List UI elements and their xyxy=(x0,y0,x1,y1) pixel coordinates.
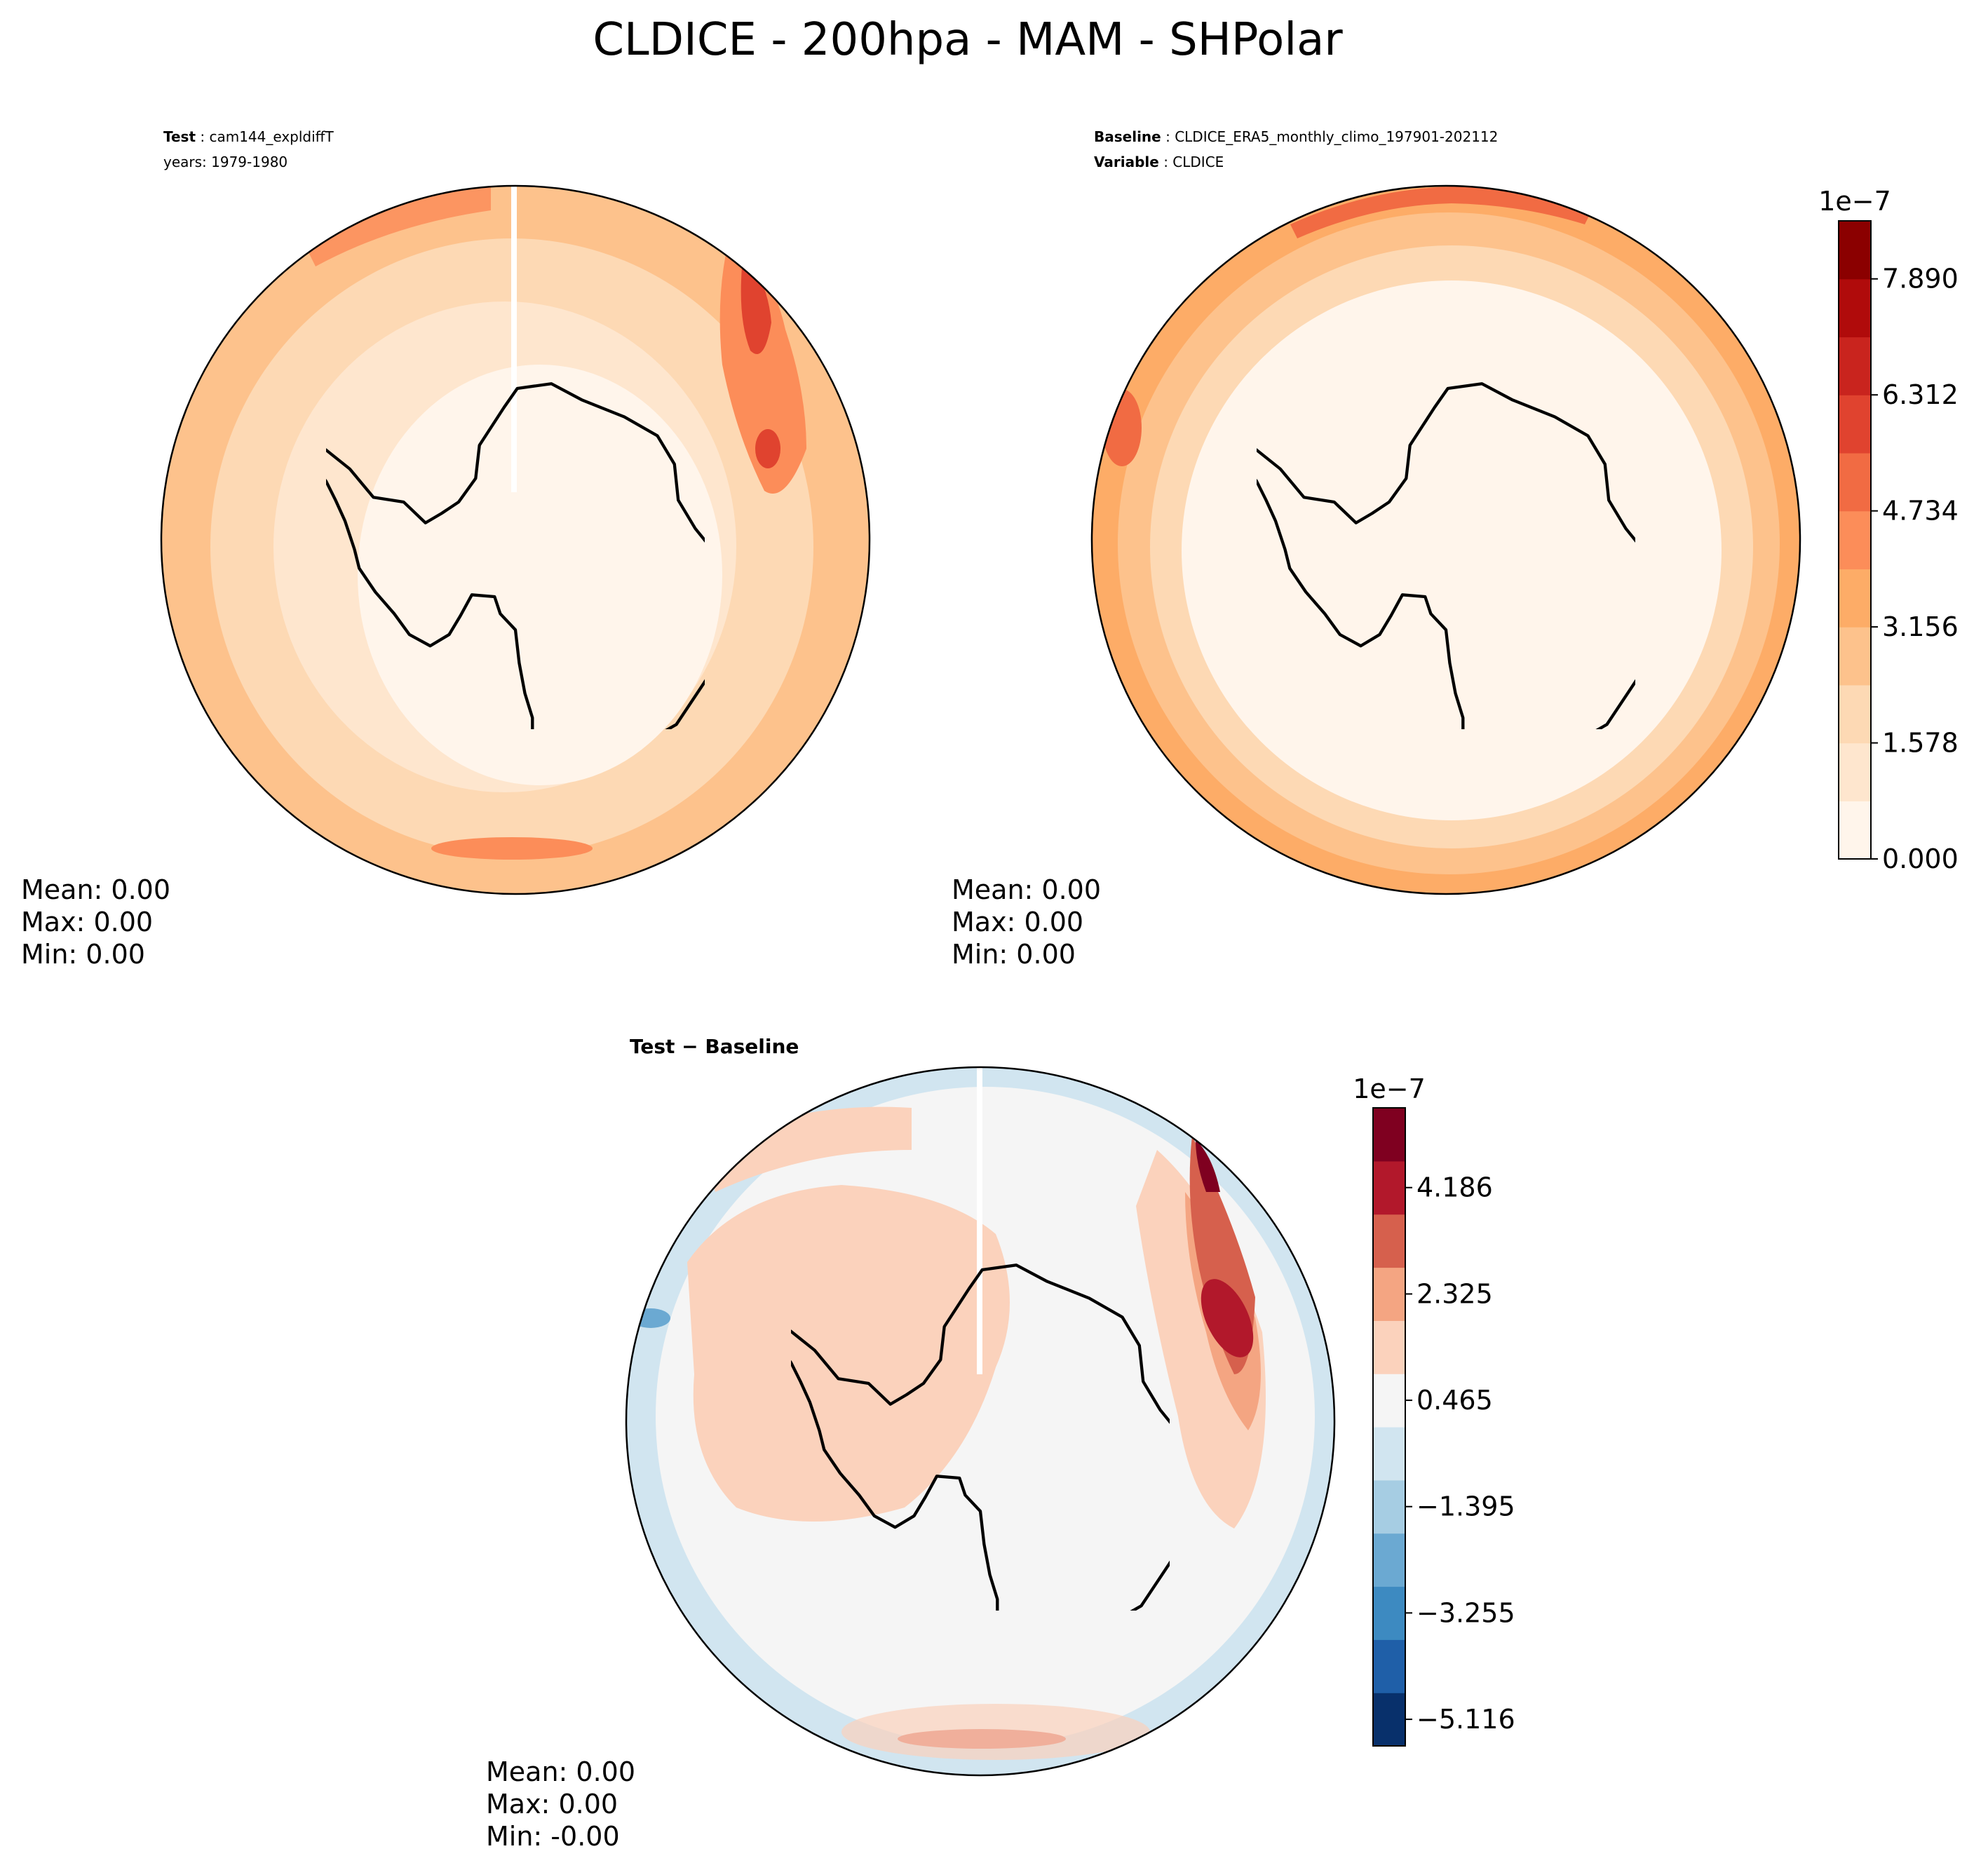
test-label: Test : cam144_expldiffT xyxy=(163,128,334,145)
diff-streak-tip xyxy=(1196,1139,1220,1192)
test-label-value: cam144_expldiffT xyxy=(209,128,334,145)
baseline-stat-mean: Mean: 0.00 xyxy=(952,874,1101,905)
seq-colorbar-level-1 xyxy=(1839,743,1871,801)
test-band-0 xyxy=(358,365,722,785)
div-colorbar-tick-label: −5.116 xyxy=(1416,1704,1515,1735)
diff-stat-max: Max: 0.00 xyxy=(486,1789,618,1820)
test-missing-meridian xyxy=(511,186,517,492)
baseline-stat-min: Min: 0.00 xyxy=(952,939,1076,970)
div-colorbar-tick-label: 2.325 xyxy=(1416,1278,1493,1309)
div-colorbar-level-4 xyxy=(1373,1479,1405,1534)
seq-colorbar-tick-label: 4.734 xyxy=(1882,496,1959,527)
seq-colorbar-level-10 xyxy=(1839,221,1871,280)
baseline-map xyxy=(1092,186,1800,894)
test-stat-mean: Mean: 0.00 xyxy=(21,874,170,905)
seq-colorbar-level-0 xyxy=(1839,801,1871,860)
test-map xyxy=(161,186,870,894)
baseline-upper-rim xyxy=(1290,187,1592,238)
div-colorbar-level-3 xyxy=(1373,1533,1405,1587)
diff-pos-west xyxy=(687,1185,1010,1522)
test-max-spot xyxy=(755,429,780,468)
diff-map-border xyxy=(625,1066,1336,1777)
baseline-label-bold: Baseline xyxy=(1094,128,1161,145)
div-colorbar-level-1 xyxy=(1373,1639,1405,1693)
diff-neg-left xyxy=(631,1308,670,1328)
seq-colorbar-frame xyxy=(1838,220,1872,860)
figure-title: CLDICE - 200hpa - MAM - SHPolar xyxy=(593,14,1343,66)
seq-colorbar-level-7 xyxy=(1839,395,1871,454)
diff-stat-mean: Mean: 0.00 xyxy=(486,1756,635,1787)
baseline-interior xyxy=(1182,280,1722,820)
seq-colorbar-level-8 xyxy=(1839,337,1871,395)
test-upper-rim xyxy=(302,186,491,266)
diff-pos-east xyxy=(1136,1150,1266,1529)
test-max-core xyxy=(741,252,771,354)
seq-colorbar-level-4 xyxy=(1839,569,1871,628)
baseline-map-border xyxy=(1090,184,1801,895)
diff-label: Test − Baseline xyxy=(630,1035,799,1058)
seq-colorbar-exponent: 1e−7 xyxy=(1818,186,1891,217)
seq-colorbar-tick-label: 6.312 xyxy=(1882,379,1959,410)
diff-stat-min: Min: -0.00 xyxy=(486,1821,620,1852)
baseline-label: Baseline : CLDICE_ERA5_monthly_climo_197… xyxy=(1094,128,1498,145)
diff-streak-core xyxy=(1201,1279,1254,1357)
diff-panel: Test − Baseline Mean: 0.00 Max: 0.00 Min… xyxy=(486,1035,1515,1852)
seq-colorbar-level-2 xyxy=(1839,684,1871,744)
seq-colorbar-tick-label: 0.000 xyxy=(1882,843,1959,874)
div-colorbar-level-2 xyxy=(1373,1586,1405,1640)
div-colorbar-level-8 xyxy=(1373,1267,1405,1321)
baseline-panel: Baseline : CLDICE_ERA5_monthly_climo_197… xyxy=(952,128,1959,970)
seq-colorbar-tick-label: 1.578 xyxy=(1882,728,1959,759)
div-colorbar: 1e−7 −5.116 −3.255 −1.395 0.465 2.325 4.186 xyxy=(1353,1073,1515,1747)
diff-missing-meridian xyxy=(977,1067,982,1374)
seq-colorbar-level-6 xyxy=(1839,452,1871,512)
div-colorbar-tick-label: −3.255 xyxy=(1416,1597,1515,1628)
seq-colorbar-level-3 xyxy=(1839,627,1871,686)
div-colorbar-tick-label: −1.395 xyxy=(1416,1491,1515,1522)
div-colorbar-level-7 xyxy=(1373,1320,1405,1374)
seq-colorbar-level-5 xyxy=(1839,510,1871,569)
test-lower-band xyxy=(431,837,593,860)
test-panel: Test : cam144_expldiffT years: 1979-1980… xyxy=(21,128,871,970)
test-stat-max: Max: 0.00 xyxy=(21,907,153,937)
div-colorbar-tick-label: 0.465 xyxy=(1416,1385,1493,1416)
test-label-bold: Test xyxy=(163,128,196,145)
diff-neg-lowerleft xyxy=(626,1550,657,1648)
seq-colorbar-level-9 xyxy=(1839,278,1871,338)
baseline-label-value: CLDICE_ERA5_monthly_climo_197901-202112 xyxy=(1175,128,1498,145)
div-colorbar-level-11 xyxy=(1373,1108,1405,1162)
seq-colorbar-tick-label: 7.890 xyxy=(1882,264,1959,294)
test-stat-min: Min: 0.00 xyxy=(21,939,145,970)
div-colorbar-frame xyxy=(1372,1107,1406,1747)
baseline-variable-value: CLDICE xyxy=(1172,154,1224,170)
test-map-border xyxy=(160,184,871,895)
baseline-variable: Variable : CLDICE xyxy=(1094,154,1224,170)
div-colorbar-tick-label: 4.186 xyxy=(1416,1172,1493,1203)
diff-map xyxy=(626,1067,1334,1775)
seq-colorbar-tick-label: 3.156 xyxy=(1882,611,1959,642)
div-colorbar-level-10 xyxy=(1373,1160,1405,1215)
baseline-left-rim xyxy=(1102,389,1142,466)
div-colorbar-level-9 xyxy=(1373,1214,1405,1268)
div-colorbar-level-5 xyxy=(1373,1427,1405,1481)
test-years: years: 1979-1980 xyxy=(163,154,288,170)
baseline-variable-bold: Variable xyxy=(1094,154,1159,170)
div-colorbar-exponent: 1e−7 xyxy=(1353,1073,1426,1104)
seq-colorbar: 1e−7 0.000 1.578 3.156 4.734 6.312 7.890 xyxy=(1818,186,1959,874)
diff-south-halo xyxy=(841,1704,1150,1760)
div-colorbar-level-6 xyxy=(1373,1374,1405,1428)
baseline-stat-max: Max: 0.00 xyxy=(952,907,1083,937)
div-colorbar-level-0 xyxy=(1373,1693,1405,1747)
